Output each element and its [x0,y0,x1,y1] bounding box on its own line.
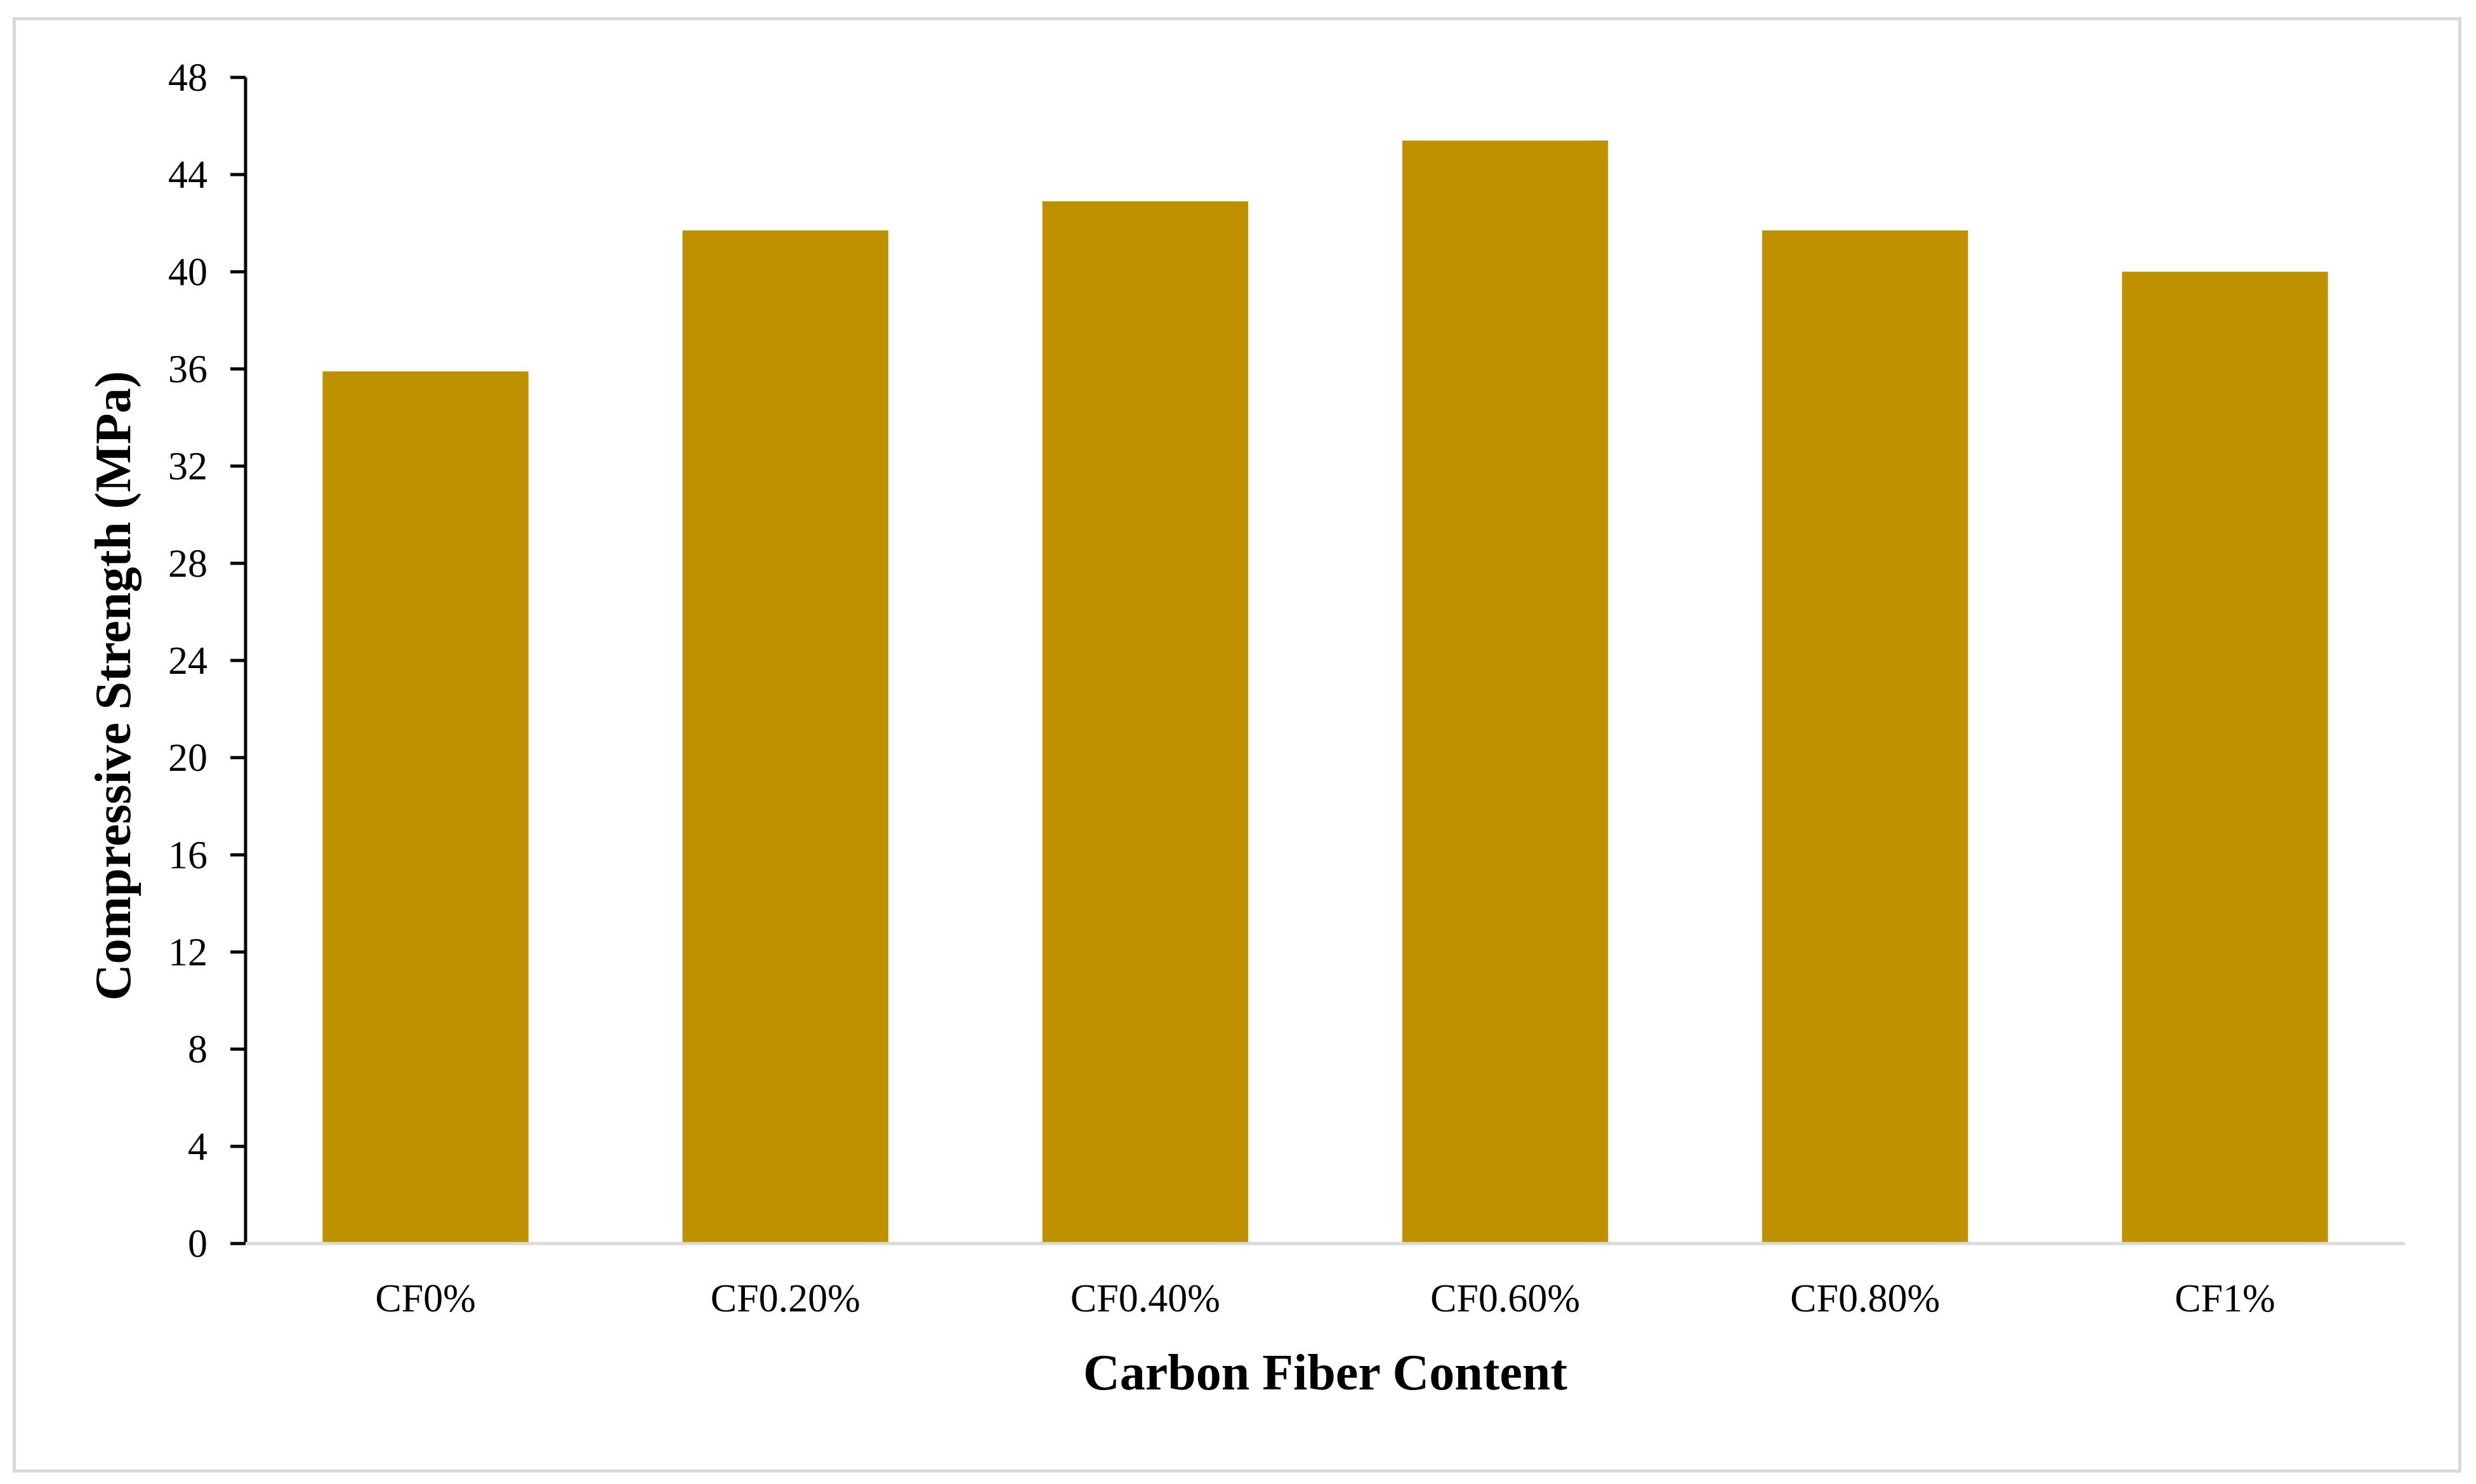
bar [322,371,529,1244]
y-tick-label: 36 [168,348,207,391]
bar [682,230,888,1244]
bar [2122,272,2328,1244]
y-tick-label: 12 [168,931,207,975]
y-tick-label: 16 [168,834,207,877]
x-tick-label: CF0.40% [1070,1277,1220,1320]
y-tick-label: 20 [168,737,207,780]
x-ticks-group: CF0% CF0.20% CF0.40% CF0.60% CF0.80% CF1% [375,1277,2275,1320]
y-tick-label: 48 [168,56,207,100]
x-tick-label: CF0.80% [1790,1277,1940,1320]
y-tick-label: 8 [188,1028,207,1072]
x-tick-label: CF1% [2175,1277,2275,1320]
y-tick-label: 24 [168,640,207,683]
bar [1042,201,1249,1244]
y-tick-label: 44 [168,154,207,197]
y-tick-label: 28 [168,542,207,586]
bar [1762,230,1968,1244]
x-axis-title: Carbon Fiber Content [1083,1345,1567,1401]
bars-group [322,140,2328,1244]
y-tick-label: 4 [188,1126,207,1169]
bar [1402,140,1609,1244]
x-tick-label: CF0% [375,1277,475,1320]
x-tick-label: CF0.60% [1430,1277,1580,1320]
y-tick-label: 0 [188,1223,207,1266]
axes-group [244,77,2405,1245]
y-axis-title: Compressive Strength (MPa) [86,371,142,1001]
y-tick-label: 40 [168,251,207,294]
x-tick-label: CF0.20% [711,1277,860,1320]
y-tick-label: 32 [168,445,207,489]
